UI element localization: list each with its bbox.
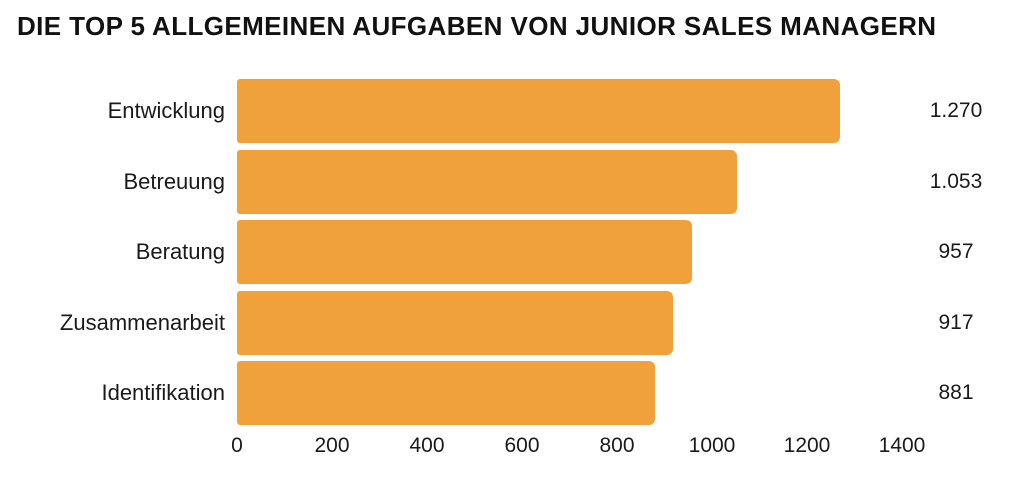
category-label: Entwicklung (107, 98, 225, 123)
x-tick-label: 1200 (783, 434, 831, 457)
category-label: Beratung (135, 239, 225, 264)
bar-betreuung (237, 150, 737, 214)
value-label: 881 (938, 381, 974, 404)
chart-title: DIE TOP 5 ALLGEMEINEN AUFGABEN VON JUNIO… (17, 11, 937, 41)
x-tick-label: 1000 (688, 434, 736, 457)
x-tick-label: 1400 (878, 434, 926, 457)
bar-row: Zusammenarbeit 917 (0, 291, 1014, 355)
category-label: Betreuung (123, 169, 225, 194)
x-tick-label: 0 (231, 434, 243, 457)
x-axis: 0 200 400 600 800 1000 1200 1400 (0, 434, 1014, 460)
x-tick-label: 200 (314, 434, 350, 457)
x-tick-label: 600 (504, 434, 540, 457)
bar-row: Betreuung 1.053 (0, 150, 1014, 214)
bar-row: Identifikation 881 (0, 361, 1014, 425)
bar-beratung (237, 220, 692, 284)
bar-entwicklung (237, 79, 840, 143)
value-label: 957 (938, 240, 974, 263)
bar-zusammenarbeit (237, 291, 673, 355)
value-label: 1.270 (929, 99, 983, 122)
bar-row: Beratung 957 (0, 220, 1014, 284)
x-tick-label: 400 (409, 434, 445, 457)
bar-identifikation (237, 361, 655, 425)
x-tick-label: 800 (599, 434, 635, 457)
bar-row: Entwicklung 1.270 (0, 79, 1014, 143)
value-label: 917 (938, 311, 974, 334)
category-label: Identifikation (101, 380, 225, 405)
value-label: 1.053 (929, 170, 983, 193)
category-label: Zusammenarbeit (59, 310, 225, 335)
